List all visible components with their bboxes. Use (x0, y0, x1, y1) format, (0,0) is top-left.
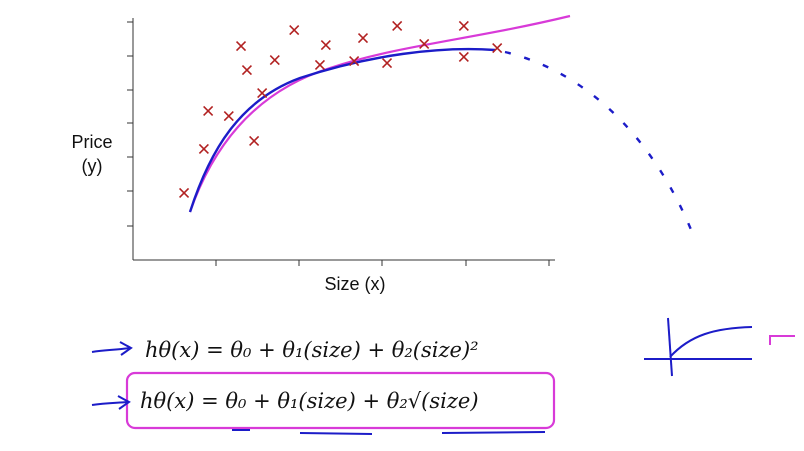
data-point (492, 42, 503, 54)
data-point (257, 87, 268, 99)
arrow (91, 395, 131, 410)
x-axis-label: Size (x) (324, 274, 386, 294)
sketch (644, 317, 753, 377)
data-point (392, 20, 403, 32)
formula-sqrt: hθ(x) = θ₀ + θ₁(size) + θ₂√(size) (140, 389, 479, 413)
data-point (419, 38, 430, 49)
data-point (203, 105, 214, 116)
data-point (223, 110, 234, 122)
data-point (357, 33, 369, 44)
formula-quadratic: hθ(x) = θ₀ + θ₁(size) + θ₂(size)² (145, 338, 479, 362)
quadratic-extrapolation (504, 50, 694, 233)
data-point (349, 56, 360, 67)
data-point (269, 55, 280, 66)
data-point (289, 25, 300, 36)
sketch-mark (769, 335, 795, 345)
data-point (314, 59, 326, 71)
sqrt-fit-curve (188, 14, 571, 213)
data-point (458, 20, 469, 32)
axis-ticks (127, 21, 550, 266)
data-point (249, 135, 260, 147)
data-point (381, 57, 393, 69)
data-point (178, 187, 190, 199)
data-point (198, 143, 209, 154)
data-point (241, 64, 253, 76)
arrow (91, 341, 133, 356)
quadratic-fit-curve (188, 47, 496, 213)
data-point (320, 40, 331, 51)
underlines (232, 429, 546, 435)
data-point (458, 51, 469, 63)
y-axis-label: Price (y) (71, 132, 113, 176)
data-point (235, 41, 247, 52)
